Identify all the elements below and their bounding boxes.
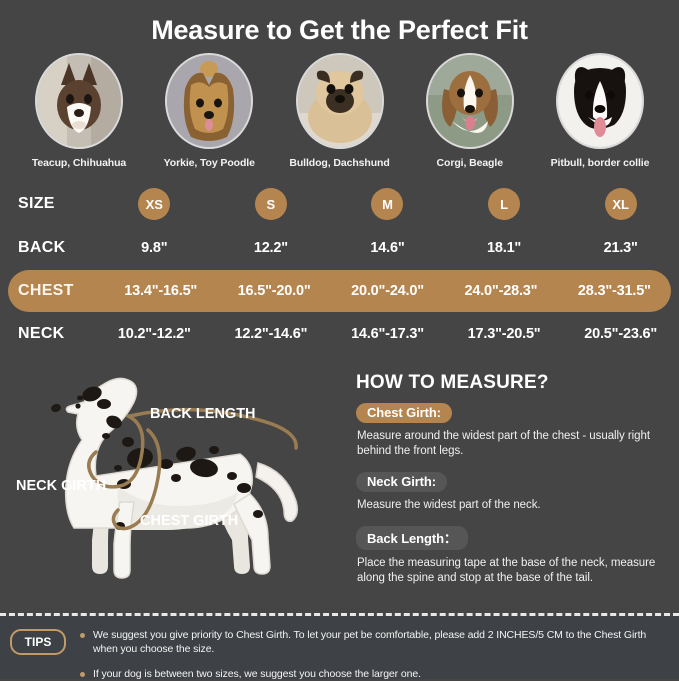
measure-cell: 20.5"-23.6" xyxy=(584,326,658,342)
border-collie-photo xyxy=(556,53,644,149)
table-row-size: SIZE XS S M L XL xyxy=(0,182,679,226)
measure-cell: 21.3" xyxy=(603,240,638,256)
measure-item-chest: Chest Girth: Measure around the widest p… xyxy=(356,403,671,459)
lower-section: BACK LENGTH NECK GIRTH CHEST GIRTH HOW T… xyxy=(0,368,679,593)
measure-cell: 13.4"-16.5" xyxy=(124,283,198,299)
size-cell: XL xyxy=(562,188,679,220)
dog-measurement-diagram: BACK LENGTH NECK GIRTH CHEST GIRTH xyxy=(0,368,345,593)
measure-cell: 9.8" xyxy=(141,240,168,256)
tips-badge: TIPS xyxy=(10,629,66,655)
measure-cell: 20.0"-24.0" xyxy=(351,283,424,299)
breed-label: Corgi, Beagle xyxy=(436,157,503,169)
breed-photo-strip: Teacup, Chihuahua Yorkie, Toy Poodle xyxy=(0,47,679,169)
size-badge-s: S xyxy=(254,188,287,220)
size-cell: M xyxy=(329,188,446,220)
chest-girth-text: Measure around the widest part of the ch… xyxy=(357,430,651,457)
chest-girth-label: CHEST GIRTH xyxy=(140,513,238,529)
breed-label: Pitbull, border collie xyxy=(550,157,650,169)
measure-cell: 12.2" xyxy=(253,240,288,256)
tip-text: If your dog is between two sizes, we sug… xyxy=(93,668,421,680)
pug-photo xyxy=(295,53,384,149)
measure-item-back: Back Length： Place the measuring tape at… xyxy=(356,526,671,586)
tip-text: We suggest you give priority to Chest Gi… xyxy=(93,629,647,655)
breed-item: Pitbull, border collie xyxy=(545,53,655,169)
measure-cell: 24.0"-28.3" xyxy=(464,283,538,299)
bullet-icon xyxy=(80,672,85,677)
breed-item: Bulldog, Dachshund xyxy=(285,53,395,169)
breed-item: Teacup, Chihuahua xyxy=(24,53,134,169)
measure-cell: 17.3"-20.5" xyxy=(467,326,541,342)
breed-label: Bulldog, Dachshund xyxy=(289,157,390,169)
back-length-badge: Back Length： xyxy=(356,526,468,550)
measure-cell: 14.6" xyxy=(370,240,405,256)
size-badge-xl: XL xyxy=(604,188,637,220)
dashed-divider xyxy=(0,613,679,616)
measure-cell: 16.5"-20.0" xyxy=(237,283,311,299)
chihuahua-photo xyxy=(35,53,123,149)
row-label: SIZE xyxy=(18,195,55,212)
back-length-text: Place the measuring tape at the base of … xyxy=(357,557,656,584)
yorkie-photo xyxy=(165,53,254,149)
page-title: Measure to Get the Perfect Fit xyxy=(151,15,528,45)
measure-item-neck: Neck Girth: Measure the widest part of t… xyxy=(356,472,671,513)
neck-girth-label: NECK GIRTH xyxy=(16,478,106,494)
bullet-icon xyxy=(80,633,85,638)
tip-item: We suggest you give priority to Chest Gi… xyxy=(80,628,669,656)
back-length-label: BACK LENGTH xyxy=(150,406,256,422)
size-cell: XS xyxy=(96,188,213,220)
breed-item: Corgi, Beagle xyxy=(415,53,525,169)
how-to-measure-panel: HOW TO MEASURE? Chest Girth: Measure aro… xyxy=(345,368,679,593)
beagle-photo xyxy=(425,53,514,149)
measure-cell: 18.1" xyxy=(487,240,522,256)
size-cell: L xyxy=(446,188,563,220)
tips-section: TIPS We suggest you give priority to Che… xyxy=(0,616,679,681)
size-badge-xs: XS xyxy=(138,188,171,220)
tip-item: If your dog is between two sizes, we sug… xyxy=(80,667,669,681)
size-table: SIZE XS S M L XL BACK 9.8" 12.2" 14.6" 1 xyxy=(0,182,679,356)
table-row-neck: NECK 10.2"-12.2" 12.2"-14.6" 14.6"-17.3"… xyxy=(0,312,679,356)
measure-cell: 10.2"-12.2" xyxy=(117,326,191,342)
how-to-measure-title: HOW TO MEASURE? xyxy=(356,372,549,393)
neck-girth-badge: Neck Girth: xyxy=(356,472,447,492)
table-row-back: BACK 9.8" 12.2" 14.6" 18.1" 21.3" xyxy=(0,226,679,270)
measure-cell: 28.3"-31.5" xyxy=(577,283,651,299)
row-label: BACK xyxy=(18,239,66,256)
tips-list: We suggest you give priority to Chest Gi… xyxy=(80,628,669,681)
table-row-chest: CHEST 13.4"-16.5" 16.5"-20.0" 20.0"-24.0… xyxy=(8,270,671,312)
breed-label: Teacup, Chihuahua xyxy=(31,157,127,169)
breed-label: Yorkie, Toy Poodle xyxy=(163,157,255,169)
dalmatian-illustration: BACK LENGTH NECK GIRTH CHEST GIRTH xyxy=(16,377,299,579)
size-badge-l: L xyxy=(488,188,521,220)
row-label: NECK xyxy=(18,325,65,342)
measure-cell: 14.6"-17.3" xyxy=(351,326,424,342)
measure-cell: 12.2"-14.6" xyxy=(234,326,308,342)
size-badge-m: M xyxy=(371,188,404,220)
breed-item: Yorkie, Toy Poodle xyxy=(154,53,264,169)
chest-girth-badge: Chest Girth: xyxy=(356,403,452,423)
size-cell: S xyxy=(213,188,330,220)
row-label: CHEST xyxy=(18,282,74,299)
neck-girth-text: Measure the widest part of the neck. xyxy=(357,499,541,511)
